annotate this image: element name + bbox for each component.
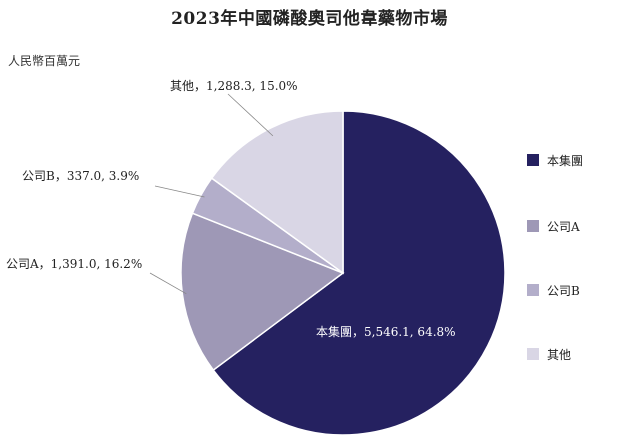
legend-label-company-b: 公司B <box>547 284 580 298</box>
leader-line-others <box>227 93 274 137</box>
slice-group <box>212 110 506 436</box>
unit-label: 人民幣百萬元 <box>8 54 81 68</box>
legend-label-group: 本集團 <box>547 154 584 168</box>
data-label-company-b: 公司B，337.0, 3.9% <box>22 169 139 183</box>
data-label-others: 其他，1,288.3, 15.0% <box>170 79 298 93</box>
legend-label-company-a: 公司A <box>547 220 580 234</box>
legend-swatch-others <box>527 348 539 360</box>
legend-label-others: 其他 <box>547 348 572 362</box>
slice-others <box>210 110 344 275</box>
data-label-group: 本集團，5,546.1, 64.8% <box>316 324 456 339</box>
slice-company-a <box>180 212 345 372</box>
leader-line-company-a <box>149 272 187 295</box>
legend-item-company-a: 公司A <box>527 218 580 235</box>
legend-item-group: 本集團 <box>527 152 583 169</box>
data-label-company-a: 公司A，1,391.0, 16.2% <box>6 257 142 271</box>
legend-swatch-company-b <box>527 284 539 296</box>
legend-swatch-group <box>527 154 539 166</box>
chart-title: 2023年中國磷酸奧司他韋藥物市場 <box>171 9 448 29</box>
legend-swatch-company-a <box>527 220 539 232</box>
legend-item-others: 其他 <box>527 346 571 363</box>
leader-line-company-b <box>154 185 205 198</box>
legend-item-company-b: 公司B <box>527 282 580 299</box>
